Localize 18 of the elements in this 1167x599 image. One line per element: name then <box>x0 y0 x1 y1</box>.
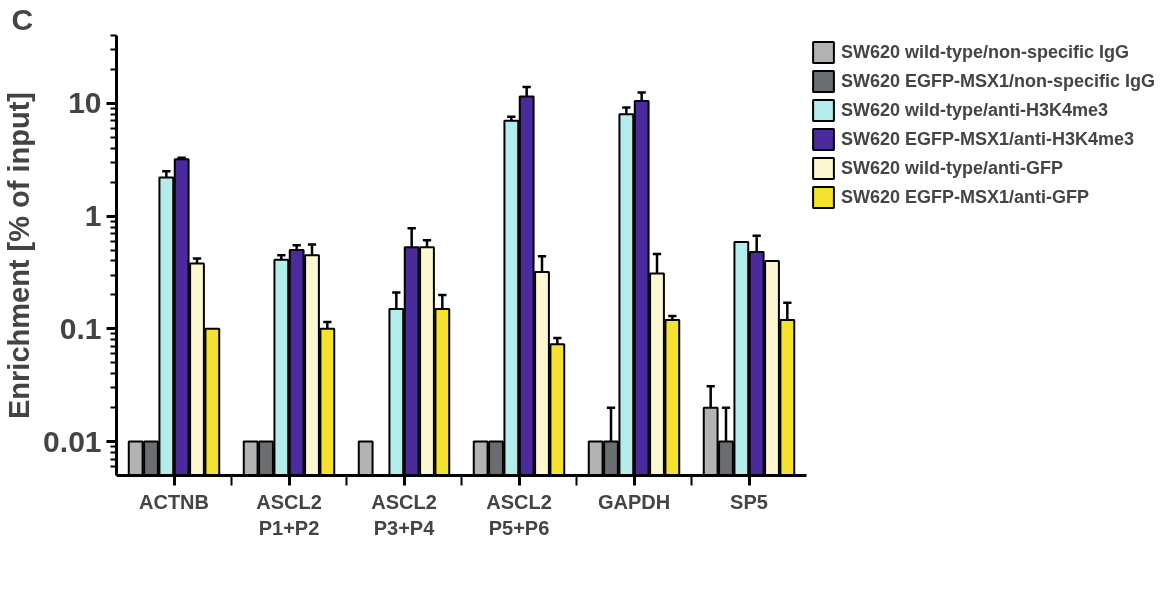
y-tick-label: 1 <box>84 199 102 233</box>
y-tick-label: 10 <box>68 86 102 120</box>
y-tick-label: 0.01 <box>43 424 102 458</box>
y-tick-label: 0.1 <box>59 311 102 345</box>
legend-label: SW620 EGFP-MSX1/anti-H3K4me3 <box>841 128 1135 150</box>
legend-label: SW620 wild-type/anti-H3K4me3 <box>841 99 1109 121</box>
x-tick-label: SP5 <box>730 490 768 513</box>
y-axis-title: Enrichment [% of input] <box>3 91 36 420</box>
legend-label: SW620 EGFP-MSX1/anti-GFP <box>841 186 1090 208</box>
x-tick-label: ACTNB <box>139 490 209 513</box>
x-tick-label: ASCL2 P3+P4 <box>371 490 437 539</box>
legend-label: SW620 EGFP-MSX1/non-specific IgG <box>841 70 1156 92</box>
text: C <box>11 2 34 36</box>
legend-label: SW620 wild-type/anti-GFP <box>841 157 1064 179</box>
x-tick-label: GAPDH <box>597 490 671 513</box>
x-tick-label: ASCL2 P5+P6 <box>486 490 552 539</box>
legend-label: SW620 wild-type/non-specific IgG <box>841 41 1130 63</box>
x-tick-label: ASCL2 P1+P2 <box>256 490 322 539</box>
